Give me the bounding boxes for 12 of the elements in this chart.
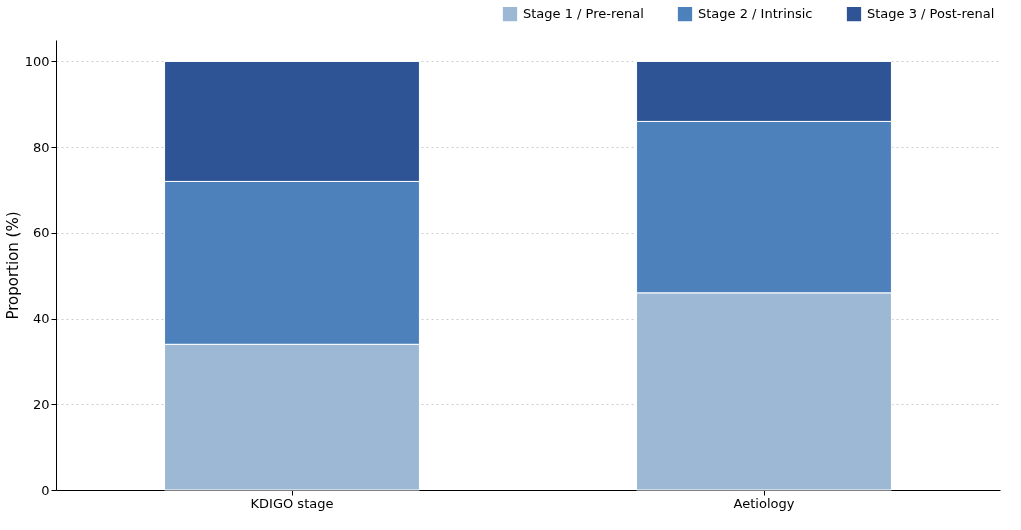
x-tick-label: Aetiology <box>733 495 795 511</box>
legend-label: Stage 3 / Post-renal <box>867 6 995 22</box>
x-tick-label: KDIGO stage <box>250 495 334 511</box>
y-tick-label: 20 <box>32 396 50 412</box>
legend-label: Stage 2 / Intrinsic <box>698 6 813 22</box>
y-tick-label: 80 <box>32 139 50 155</box>
y-tick-label: 0 <box>41 482 50 498</box>
legend-label: Stage 1 / Pre-renal <box>523 6 644 22</box>
y-tick-label: 60 <box>32 225 50 241</box>
y-tick-label: 100 <box>24 53 50 69</box>
y-axis-title: Proportion (%) <box>3 211 22 320</box>
y-tick-label: 40 <box>32 311 50 327</box>
